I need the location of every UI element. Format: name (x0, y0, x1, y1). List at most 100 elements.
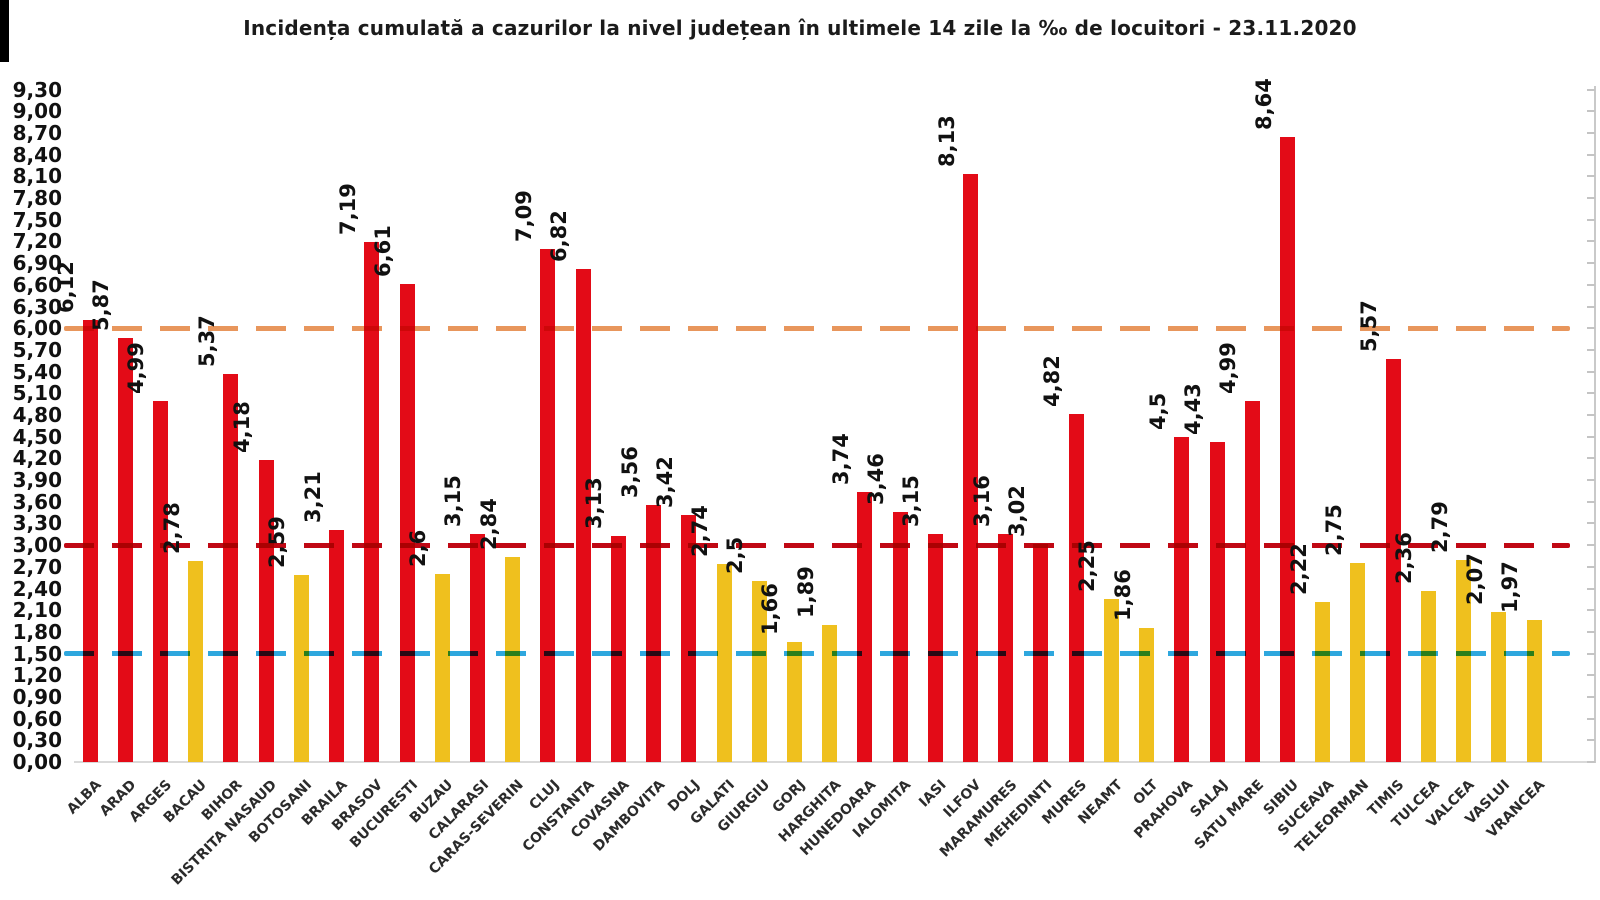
bar-vrancea (1526, 619, 1542, 762)
y-axis-label: 3,30 (12, 511, 62, 536)
right-axis-tick (1587, 609, 1595, 612)
bar-caras-severin (505, 556, 521, 762)
bar-value-label: 8,13 (934, 115, 959, 168)
bar-ialomita (892, 511, 908, 762)
y-axis-label: 4,20 (12, 446, 62, 471)
right-axis-tick (1587, 153, 1595, 156)
bar-alba (82, 319, 98, 762)
right-axis-tick (1587, 565, 1595, 568)
bar-value-label: 4,99 (1216, 342, 1241, 395)
bar-tulcea (1420, 591, 1436, 762)
right-axis-tick (1587, 197, 1595, 200)
bar-cluj (540, 249, 556, 762)
bar-value-label: 1,86 (1110, 568, 1135, 621)
bar-value-label: 3,21 (300, 471, 325, 523)
bar-covasna (610, 535, 626, 762)
right-axis-tick (1587, 522, 1595, 525)
y-axis-label: 0,90 (12, 684, 62, 709)
y-axis-label: 7,50 (12, 207, 62, 232)
right-axis-tick (1587, 479, 1595, 481)
right-axis-tick (1587, 370, 1595, 373)
bar-iasi (927, 534, 943, 762)
y-axis-label: 5,70 (12, 337, 62, 362)
threshold-6-line (64, 325, 1570, 331)
y-axis-label: 4,50 (12, 424, 62, 449)
right-axis-tick (1587, 132, 1595, 134)
right-axis-tick (1587, 457, 1595, 460)
bar-bacau (188, 561, 204, 762)
right-axis-tick (1587, 348, 1595, 351)
x-axis-label: OLT (1129, 777, 1161, 809)
bar-value-label: 2,36 (1392, 532, 1417, 585)
bar-value-label: 4,18 (230, 400, 255, 453)
bar-constanta (575, 268, 591, 762)
threshold-1-5-line (64, 651, 1570, 656)
y-axis-label: 4,80 (12, 403, 62, 427)
right-axis-tick (1587, 327, 1595, 330)
bar-value-label: 4,5 (1145, 392, 1170, 430)
bar-dambovita (646, 504, 661, 762)
right-axis-tick (1587, 717, 1595, 720)
bar-value-label: 2,07 (1462, 553, 1487, 606)
bar-value-label: 6,12 (54, 260, 78, 313)
bar-harghita (822, 625, 838, 762)
bar-botosani (293, 574, 309, 762)
y-axis-label: 6,90 (12, 251, 62, 276)
bar-value-label: 3,16 (969, 474, 994, 527)
right-axis-tick (1587, 587, 1595, 590)
y-axis-label: 3,00 (12, 533, 62, 558)
bar-value-label: 3,46 (864, 452, 889, 505)
bar-value-label: 2,78 (159, 502, 184, 554)
right-axis-tick (1587, 175, 1595, 178)
bar-value-label: 5,37 (194, 314, 219, 367)
y-axis-label: 0,30 (12, 728, 62, 753)
bar-satu-mare (1244, 401, 1260, 762)
bar-value-label: 2,25 (1075, 540, 1100, 593)
bar-value-label: 6,61 (371, 225, 395, 278)
bar-sibiu (1280, 137, 1295, 762)
bar-suceava (1315, 601, 1331, 762)
y-axis-label: 5,40 (12, 359, 62, 384)
y-axis-label: 9,00 (12, 99, 62, 124)
y-axis-label: 7,80 (12, 186, 62, 211)
bar-value-label: 1,97 (1498, 560, 1522, 613)
bar-value-label: 3,74 (828, 432, 853, 485)
bar-value-label: 6,82 (547, 210, 572, 262)
y-axis-label: 6,30 (12, 294, 62, 319)
right-axis-tick (1587, 500, 1595, 503)
y-axis-label: 5,10 (12, 381, 62, 406)
bar-value-label: 3,15 (899, 475, 924, 528)
bar-value-label: 7,09 (511, 190, 536, 243)
right-axis-tick (1587, 435, 1595, 438)
chart-title: Incidența cumulată a cazurilor la nivel … (243, 16, 1357, 40)
bar-value-label: 5,87 (89, 278, 114, 331)
right-axis-tick (1587, 110, 1595, 113)
bar-value-label: 2,22 (1286, 542, 1311, 595)
right-axis-tick (1587, 695, 1595, 698)
bar-value-label: 2,75 (1321, 504, 1346, 557)
y-axis-label: 7,20 (12, 229, 62, 254)
bar-arad (117, 337, 133, 762)
bar-value-label: 2,59 (265, 515, 290, 568)
bar-giurgiu (751, 581, 767, 763)
y-axis-label: 9,30 (12, 77, 62, 102)
y-axis-label: 0,60 (12, 706, 62, 731)
y-axis-label: 1,50 (12, 641, 62, 666)
right-axis-tick (1587, 218, 1595, 221)
bar-value-label: 2,79 (1427, 501, 1452, 554)
bar-bistrita-nasaud (258, 459, 274, 762)
right-axis-tick (1587, 739, 1595, 742)
y-axis-label: 8,10 (12, 164, 62, 189)
right-axis-tick (1587, 392, 1595, 395)
bar-valcea (1456, 560, 1472, 762)
bar-value-label: 1,89 (793, 566, 818, 619)
bar-value-label: 4,99 (124, 342, 149, 395)
bar-maramures (998, 533, 1014, 762)
right-axis-tick (1587, 652, 1595, 655)
bar-value-label: 2,5 (723, 537, 748, 575)
bar-value-label: 2,74 (688, 505, 712, 557)
bar-value-label: 1,66 (758, 583, 783, 635)
bar-brasov (364, 242, 380, 762)
right-axis-tick (1587, 630, 1595, 633)
bar-bucuresti (399, 284, 415, 762)
